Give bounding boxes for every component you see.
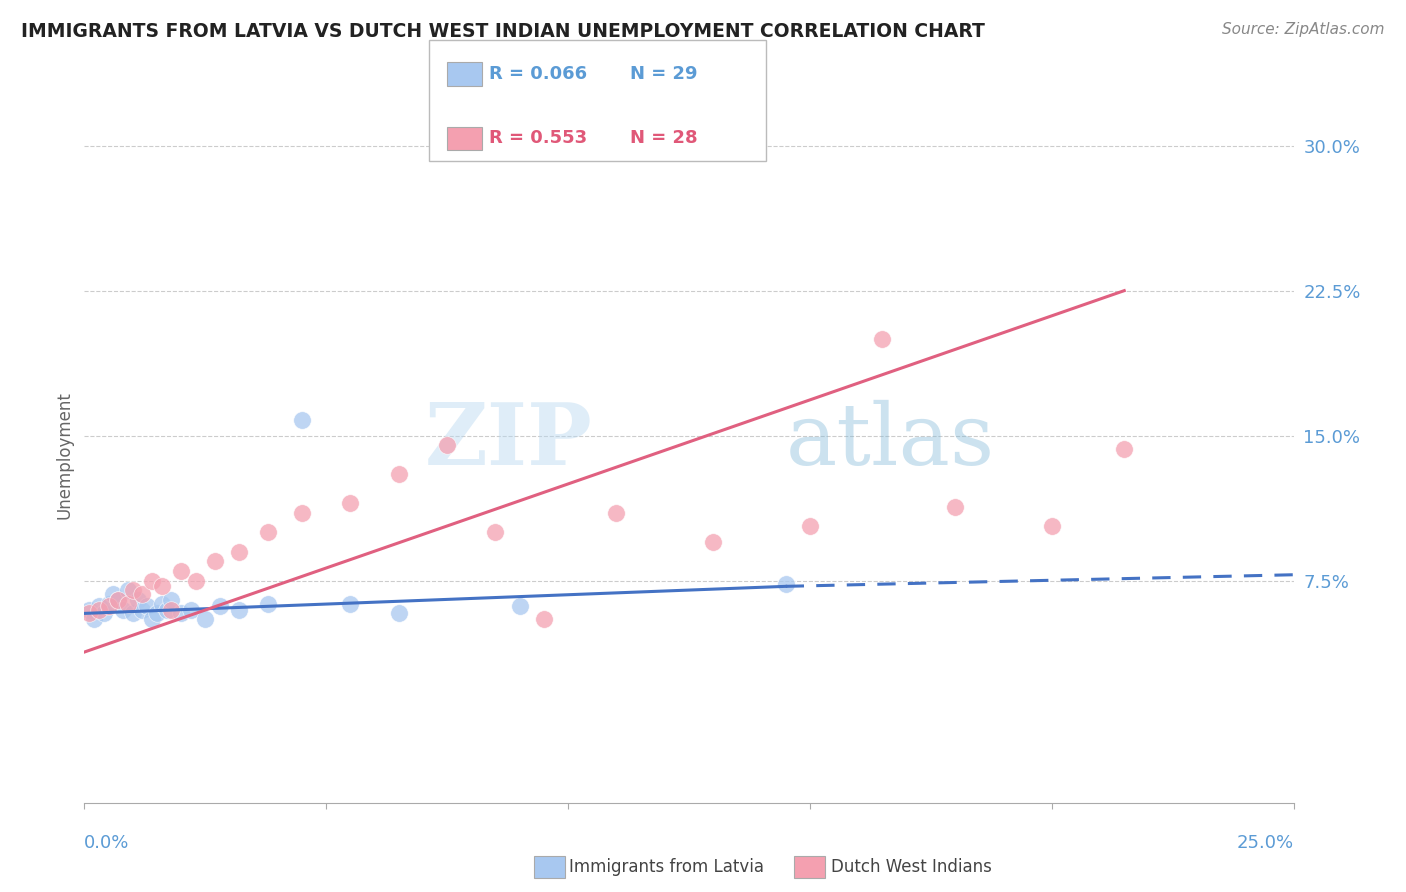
Text: R = 0.066: R = 0.066: [489, 65, 588, 83]
Text: ZIP: ZIP: [425, 399, 592, 483]
Point: [184, 574, 207, 588]
Point: [1040, 519, 1063, 533]
Text: Source: ZipAtlas.com: Source: ZipAtlas.com: [1222, 22, 1385, 37]
Point: [775, 577, 797, 591]
Point: [136, 599, 159, 613]
Point: [257, 525, 280, 540]
Point: [97, 597, 120, 611]
Point: [155, 602, 177, 616]
Point: [702, 534, 724, 549]
Point: [160, 592, 183, 607]
Point: [208, 599, 231, 613]
Text: IMMIGRANTS FROM LATVIA VS DUTCH WEST INDIAN UNEMPLOYMENT CORRELATION CHART: IMMIGRANTS FROM LATVIA VS DUTCH WEST IND…: [21, 22, 986, 41]
Point: [77, 602, 100, 616]
Point: [141, 612, 163, 626]
Point: [228, 602, 250, 616]
Point: [150, 597, 173, 611]
Point: [160, 602, 183, 616]
Point: [150, 579, 173, 593]
Point: [605, 506, 627, 520]
Point: [509, 599, 531, 613]
Point: [388, 467, 411, 482]
Point: [112, 602, 135, 616]
Point: [339, 597, 361, 611]
Point: [103, 587, 125, 601]
Point: [388, 607, 411, 621]
Point: [533, 612, 555, 626]
Point: [484, 525, 506, 540]
Point: [228, 544, 250, 558]
Text: 0.0%: 0.0%: [84, 834, 129, 852]
Point: [93, 607, 115, 621]
Point: [291, 413, 314, 427]
Point: [146, 607, 169, 621]
Point: [107, 592, 129, 607]
Point: [121, 607, 143, 621]
Point: [121, 583, 143, 598]
Point: [127, 592, 149, 607]
Point: [180, 602, 202, 616]
Point: [291, 506, 314, 520]
Point: [131, 587, 153, 601]
Point: [257, 597, 280, 611]
Point: [204, 554, 226, 568]
Text: 25.0%: 25.0%: [1236, 834, 1294, 852]
Point: [170, 607, 193, 621]
Point: [97, 599, 120, 613]
Point: [107, 592, 129, 607]
Text: Dutch West Indians: Dutch West Indians: [831, 858, 991, 876]
Point: [1114, 442, 1136, 457]
Point: [117, 597, 139, 611]
Point: [77, 607, 100, 621]
Text: N = 29: N = 29: [630, 65, 697, 83]
Point: [83, 612, 105, 626]
Point: [131, 602, 153, 616]
Point: [943, 500, 966, 514]
Point: [194, 612, 217, 626]
Text: atlas: atlas: [786, 400, 995, 483]
Text: R = 0.553: R = 0.553: [489, 129, 588, 147]
Point: [339, 496, 361, 510]
Point: [141, 574, 163, 588]
Text: Immigrants from Latvia: Immigrants from Latvia: [569, 858, 765, 876]
Point: [872, 332, 894, 346]
Point: [87, 599, 110, 613]
Point: [87, 602, 110, 616]
Point: [117, 583, 139, 598]
Point: [436, 438, 458, 452]
Point: [170, 564, 193, 578]
Point: [799, 519, 821, 533]
Y-axis label: Unemployment: Unemployment: [55, 391, 73, 519]
Text: N = 28: N = 28: [630, 129, 697, 147]
